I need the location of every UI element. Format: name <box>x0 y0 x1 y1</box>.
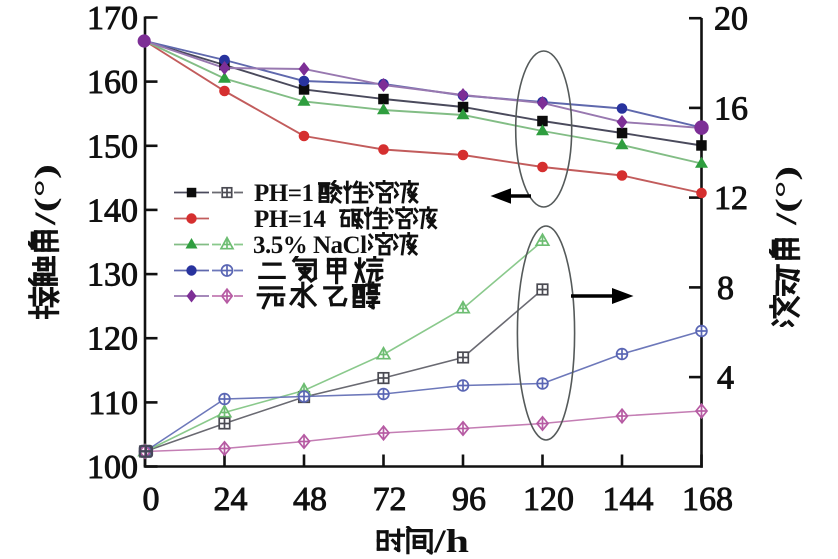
svg-text:72: 72 <box>373 481 407 518</box>
svg-text:16: 16 <box>714 90 748 127</box>
svg-text:110: 110 <box>88 385 138 422</box>
svg-text:130: 130 <box>87 257 138 294</box>
svg-text:100: 100 <box>87 449 138 486</box>
svg-text:/(°): /(°) <box>770 166 803 226</box>
svg-text:24: 24 <box>214 481 248 518</box>
svg-text:PH=1: PH=1 <box>254 180 313 207</box>
svg-text:140: 140 <box>87 192 138 229</box>
svg-text:120: 120 <box>87 321 138 358</box>
svg-text:8: 8 <box>717 270 734 307</box>
svg-text:/h: /h <box>433 524 469 559</box>
svg-text:168: 168 <box>682 481 733 518</box>
svg-text:0: 0 <box>143 481 160 518</box>
svg-text:120: 120 <box>523 481 574 518</box>
svg-text:96: 96 <box>452 481 486 518</box>
svg-text:4: 4 <box>717 360 734 397</box>
svg-text:150: 150 <box>87 128 138 165</box>
svg-text:144: 144 <box>603 481 654 518</box>
svg-text:20: 20 <box>714 1 748 38</box>
svg-text:160: 160 <box>87 64 138 101</box>
svg-text:170: 170 <box>87 0 138 37</box>
svg-text:/(°): /(°) <box>29 164 62 227</box>
svg-text:48: 48 <box>293 481 327 518</box>
svg-text:PH=14: PH=14 <box>254 206 326 233</box>
svg-text:12: 12 <box>714 180 748 217</box>
svg-text:3.5% NaCl: 3.5% NaCl <box>253 232 367 259</box>
